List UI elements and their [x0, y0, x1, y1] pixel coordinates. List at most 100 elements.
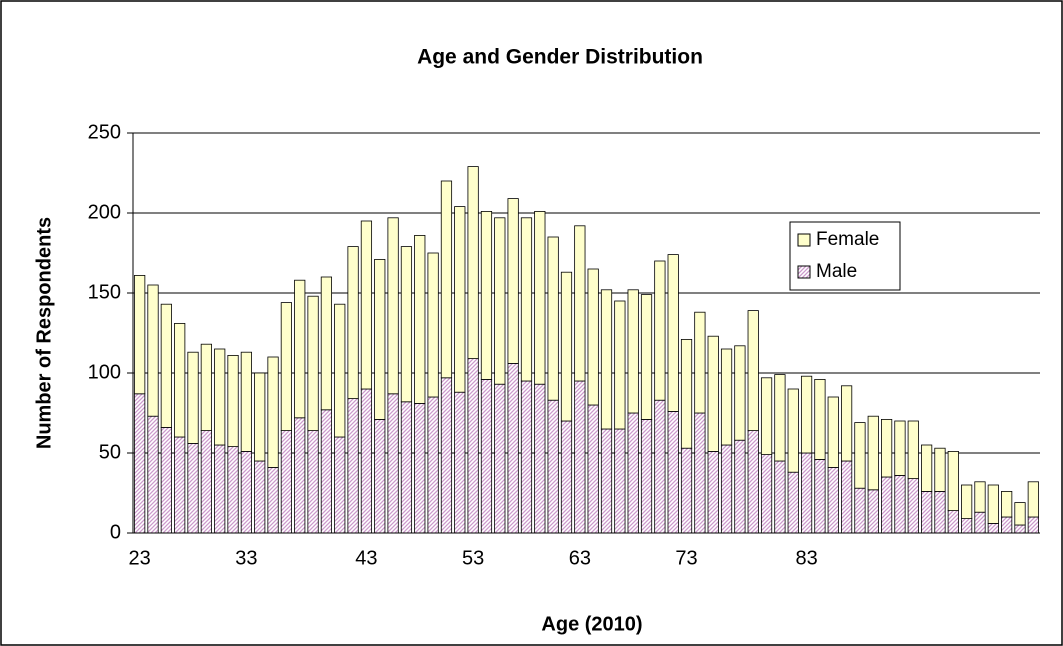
bar-segment	[894, 474, 906, 534]
bar-segment	[227, 446, 239, 534]
bar-segment	[560, 420, 573, 534]
bar-segment	[694, 311, 706, 414]
bar-segment	[174, 436, 186, 534]
bar-segment	[694, 412, 706, 534]
bar-segment	[480, 210, 493, 380]
bar-segment	[600, 428, 613, 534]
bar-segment	[534, 210, 546, 385]
bar-segment	[627, 289, 639, 414]
bar-segment	[400, 401, 413, 534]
bar-segment	[667, 254, 679, 412]
bar-segment	[520, 380, 533, 534]
bar-segment	[814, 378, 826, 460]
bar-segment	[640, 294, 653, 420]
bar-segment	[467, 166, 479, 360]
bar-segment	[147, 284, 159, 417]
bar-segment	[600, 289, 613, 430]
bar-segment	[881, 476, 893, 534]
bar-segment	[507, 362, 519, 534]
bar-segment	[987, 523, 999, 534]
bar-segment	[254, 460, 266, 534]
legend-label: Male	[816, 261, 857, 282]
bar-segment	[707, 335, 719, 452]
bar-segment	[734, 345, 746, 441]
bar-segment	[747, 310, 759, 432]
bar-segment	[800, 375, 813, 454]
bar-segment	[320, 409, 333, 534]
bar-segment	[774, 460, 786, 534]
legend-swatch	[797, 265, 811, 279]
bar-segment	[1001, 516, 1013, 534]
y-tick-label: 250	[88, 121, 121, 143]
bar-segment	[614, 428, 626, 534]
bar-segment	[560, 271, 573, 422]
bar-segment	[840, 385, 853, 462]
bar-segment	[574, 225, 586, 382]
bar-segment	[720, 348, 733, 446]
bar-segment	[654, 260, 666, 401]
bar-segment	[747, 430, 759, 534]
bar-segment	[854, 487, 866, 534]
bar-segment	[294, 279, 306, 419]
bar-segment	[1001, 490, 1013, 518]
bar-segment	[240, 351, 252, 452]
bar-segment	[294, 417, 306, 534]
legend-swatch	[797, 233, 811, 247]
bar-segment	[534, 383, 546, 534]
bar-segment	[827, 466, 839, 534]
bar-segment	[1027, 481, 1039, 518]
bar-segment	[187, 442, 199, 534]
bar-segment	[934, 490, 946, 534]
bar-segment	[267, 466, 279, 534]
bar-segment	[280, 430, 292, 534]
bar-segment	[640, 418, 653, 534]
x-tick-label: 73	[675, 547, 697, 569]
bar-segment	[467, 358, 479, 534]
bar-segment	[214, 444, 226, 534]
bar-segment	[707, 450, 719, 534]
bar-segment	[134, 274, 146, 395]
bar-segment	[627, 412, 639, 534]
bar-segment	[134, 393, 146, 534]
bar-segment	[187, 351, 199, 444]
bar-segment	[734, 439, 746, 534]
bar-segment	[494, 383, 506, 534]
y-tick-label: 200	[88, 201, 121, 223]
bar-segment	[614, 300, 626, 430]
bar-segment	[574, 380, 586, 534]
bar-segment	[934, 447, 946, 492]
y-tick-label: 150	[88, 281, 121, 303]
x-tick-label: 43	[355, 547, 377, 569]
bar-segment	[454, 206, 466, 393]
bar-segment	[854, 422, 866, 489]
bar-segment	[827, 396, 839, 468]
bar-segment	[507, 198, 519, 364]
bar-segment	[921, 444, 933, 492]
bar-segment	[974, 511, 986, 534]
bar-segment	[267, 356, 279, 468]
bar-segment	[387, 217, 399, 395]
bar-segment	[587, 268, 599, 406]
x-tick-label: 53	[462, 547, 484, 569]
bar-segment	[787, 388, 799, 473]
bar-segment	[494, 217, 506, 385]
bar-segment	[454, 391, 466, 534]
bar-segment	[961, 484, 973, 519]
bar-segment	[360, 220, 373, 390]
bar-segment	[200, 343, 212, 432]
bar-segment	[680, 447, 693, 534]
x-tick-label: 63	[569, 547, 591, 569]
bar-segment	[334, 303, 346, 438]
bar-segment	[360, 388, 373, 534]
bar-segment	[894, 420, 906, 476]
bar-segment	[800, 452, 813, 534]
bar-segment	[147, 415, 159, 534]
bar-segment	[907, 478, 919, 534]
chart-title: Age and Gender Distribution	[417, 46, 703, 69]
bar-segment	[200, 430, 212, 534]
bar-segment	[214, 348, 226, 446]
y-axis-label: Number of Respondents	[33, 217, 55, 449]
bar-segment	[307, 430, 319, 534]
x-tick-label: 83	[795, 547, 817, 569]
